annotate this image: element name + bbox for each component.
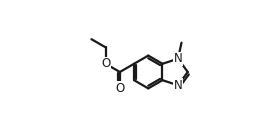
Text: N: N	[174, 79, 182, 92]
Text: O: O	[101, 57, 110, 70]
Text: N: N	[174, 52, 182, 65]
Text: O: O	[115, 82, 125, 95]
